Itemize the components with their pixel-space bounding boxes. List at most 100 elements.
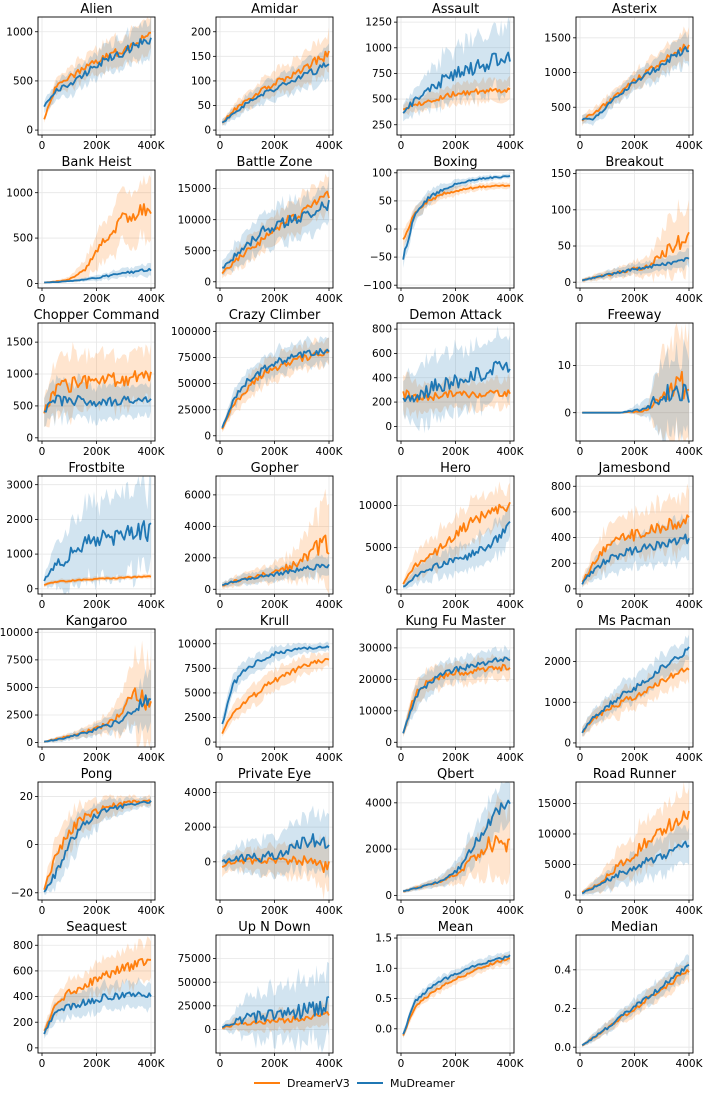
y-tick-label: 0.4 (554, 964, 571, 976)
subplot-kung-fu-master: 0 10000 20000 30000 0 200K 400K Kung Fu Master (359, 614, 525, 764)
subplot-title: Boxing (433, 155, 477, 170)
y-tick-label: 0.2 (554, 1003, 571, 1015)
subplot-title: Private Eye (238, 767, 311, 782)
y-tick-label: 15000 (538, 798, 571, 810)
y-tick-label: 0 (204, 1024, 211, 1036)
subplot-road-runner: 0 5000 10000 15000 0 200K 400K Road Runner (538, 767, 704, 917)
y-tick-label: 100 (551, 204, 571, 216)
x-tick-label: 200K (442, 446, 470, 458)
subplot-bank-heist: 0 500 1000 0 200K 400K Bank Heist (6, 155, 165, 305)
subplot-battle-zone: 0 5000 10000 15000 0 200K 400K Battle Zone (178, 155, 344, 305)
x-tick-label: 400K (497, 905, 525, 917)
x-tick-label: 200K (261, 752, 289, 764)
y-tick-label: 0 (26, 839, 33, 851)
y-tick-label: 0 (564, 738, 571, 750)
line-mudreamer-boxing (402, 175, 511, 260)
line-dreamerv3-chopper-command (43, 370, 152, 414)
y-tick-label: 2500 (6, 710, 33, 722)
x-tick-label: 0 (577, 446, 584, 458)
x-tick-label: 200K (442, 905, 470, 917)
y-tick-label: 10 (558, 360, 571, 372)
x-tick-label: 200K (261, 446, 289, 458)
subplot-title: Road Runner (593, 767, 677, 782)
line-mudreamer-private-eye (221, 833, 330, 864)
band-mudreamer-frostbite (44, 476, 152, 594)
band-dreamerv3-seaquest (44, 936, 152, 1037)
y-tick-label: 100 (191, 76, 211, 88)
x-tick-label: 200K (83, 905, 111, 917)
subplot-hero: 0 5000 10000 0 200K 400K Hero (359, 461, 525, 611)
y-tick-label: 0 (385, 737, 392, 749)
y-tick-label: 1000 (6, 187, 33, 199)
band-dreamerv3-demon-attack (403, 371, 510, 420)
band-dreamerv3-krull (222, 652, 329, 737)
x-tick-label: 0 (39, 293, 46, 305)
y-tick-label: 0 (385, 584, 392, 596)
band-dreamerv3-gopher (222, 488, 329, 594)
band-dreamerv3-kung-fu-master (403, 653, 510, 738)
x-tick-label: 400K (316, 905, 344, 917)
line-mudreamer-assault (402, 51, 511, 114)
line-mudreamer-median (581, 963, 690, 1047)
subplot-title: Chopper Command (33, 308, 159, 323)
subplot-gopher: 0 2000 4000 6000 0 200K 400K Gopher (184, 461, 343, 611)
y-tick-label: 150 (551, 168, 571, 180)
band-mudreamer-median (582, 954, 689, 1047)
y-tick-label: 0 (204, 430, 211, 442)
y-tick-label: 0.0 (554, 1042, 571, 1054)
line-mudreamer-up-n-down (221, 996, 330, 1029)
x-tick-label: 400K (676, 599, 704, 611)
x-tick-label: 0 (217, 1058, 224, 1070)
y-tick-label: 0 (385, 421, 392, 433)
band-mudreamer-seaquest (44, 977, 152, 1039)
subplot-amidar: 0 50 100 150 200 0 200K 400K Amidar (191, 2, 344, 152)
line-mudreamer-mean (402, 954, 511, 1035)
line-mudreamer-road-runner (581, 840, 690, 895)
subplot-boxing: −100 −50 0 50 100 0 200K 400K Boxing (363, 155, 524, 305)
band-mudreamer-kangaroo (44, 668, 152, 743)
y-tick-label: 75000 (178, 953, 211, 965)
line-dreamerv3-seaquest (43, 958, 151, 1032)
x-tick-label: 400K (676, 752, 704, 764)
subplot-mean: 0.0 0.5 1.0 1.5 0 200K 400K Mean (375, 920, 524, 1070)
band-dreamerv3-bank-heist (44, 175, 152, 283)
y-tick-label: 20 (20, 791, 33, 803)
x-tick-label: 0 (39, 1058, 46, 1070)
y-tick-label: 10000 (178, 638, 211, 650)
band-dreamerv3-chopper-command (44, 342, 152, 428)
band-dreamerv3-qbert (403, 794, 510, 893)
subplot-jamesbond: 0 200 400 600 800 0 200K 400K Jamesbond (551, 461, 704, 611)
subplot-crazy-climber: 0 25000 50000 75000 100000 0 200K 400K Crazy Cli… (171, 308, 344, 458)
x-tick-label: 0 (398, 599, 405, 611)
line-dreamerv3-jamesbond (581, 514, 690, 583)
y-tick-label: 1250 (365, 17, 392, 29)
x-tick-label: 0 (577, 140, 584, 152)
x-tick-label: 200K (442, 599, 470, 611)
legend: DreamerV3 MuDreamer (254, 1077, 455, 1090)
band-mudreamer-crazy-climber (222, 335, 329, 431)
band-mudreamer-bank-heist (44, 262, 152, 284)
x-tick-label: 200K (83, 446, 111, 458)
line-mudreamer-krull (221, 645, 330, 725)
x-tick-label: 0 (577, 905, 584, 917)
y-tick-label: 1000 (365, 42, 392, 54)
subplot-krull: 0 2500 5000 7500 10000 0 200K 400K Krull (178, 614, 344, 764)
subplot-title: Bank Heist (61, 155, 131, 170)
subplot-breakout: 0 50 100 150 0 200K 400K Breakout (551, 155, 704, 305)
y-tick-label: 75000 (178, 352, 211, 364)
x-tick-label: 200K (83, 293, 111, 305)
y-tick-label: 50 (379, 196, 392, 208)
line-mudreamer-breakout (581, 257, 690, 282)
x-tick-label: 200K (261, 140, 289, 152)
subplot-title: Crazy Climber (229, 308, 321, 323)
subplot-demon-attack: 0 200 400 600 800 0 200K 400K Demon Attack (372, 308, 525, 458)
y-tick-label: 1500 (544, 32, 571, 44)
y-tick-label: 800 (13, 940, 33, 952)
x-tick-label: 400K (316, 140, 344, 152)
subplot-title: Mean (438, 920, 473, 935)
y-tick-label: 0 (204, 125, 211, 137)
y-tick-label: 50 (198, 100, 211, 112)
y-tick-label: 400 (372, 372, 392, 384)
x-tick-label: 0 (398, 752, 405, 764)
y-tick-label: 5000 (6, 682, 33, 694)
